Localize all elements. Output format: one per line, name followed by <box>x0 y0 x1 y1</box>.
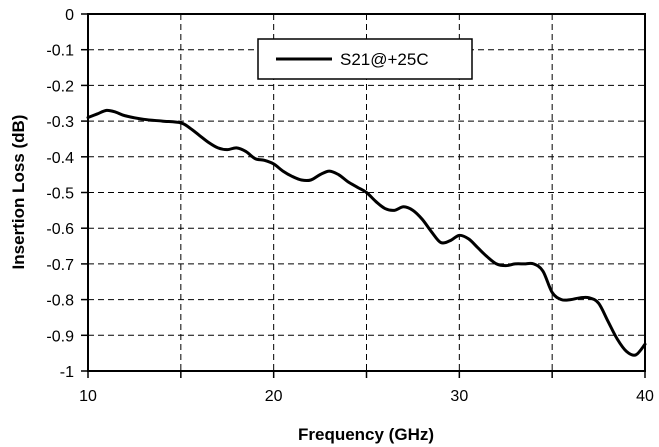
x-tick-label: 10 <box>79 388 97 405</box>
grid <box>88 14 645 371</box>
y-tick-label: -0.7 <box>46 257 74 274</box>
y-tick-label: -0.4 <box>46 150 74 167</box>
y-tick-label: -0.6 <box>46 221 74 238</box>
y-tick-label: -0.3 <box>46 114 74 131</box>
y-tick-marks <box>81 13 88 372</box>
x-tick-label: 40 <box>636 388 654 405</box>
x-tick-marks <box>87 371 646 378</box>
y-tick-label: -0.5 <box>46 186 74 203</box>
y-axis-title: Insertion Loss (dB) <box>9 115 28 270</box>
y-tick-label: 0 <box>65 7 74 24</box>
x-axis-title: Frequency (GHz) <box>298 425 434 444</box>
y-tick-label: -1 <box>60 364 74 381</box>
legend: S21@+25C <box>257 38 473 80</box>
y-tick-label: -0.9 <box>46 328 74 345</box>
y-tick-label: -0.2 <box>46 78 74 95</box>
y-tick-label: -0.8 <box>46 293 74 310</box>
x-tick-labels: 10 20 30 40 <box>79 388 654 405</box>
x-tick-label: 30 <box>450 388 468 405</box>
series-layer <box>86 108 647 357</box>
y-tick-labels: 0 -0.1 -0.2 -0.3 -0.4 -0.5 -0.6 -0.7 -0.8 -0.9 -1 <box>46 7 74 381</box>
legend-label: S21@+25C <box>340 50 429 69</box>
y-tick-label: -0.1 <box>46 43 74 60</box>
series-line <box>86 108 647 357</box>
x-tick-label: 20 <box>265 388 283 405</box>
